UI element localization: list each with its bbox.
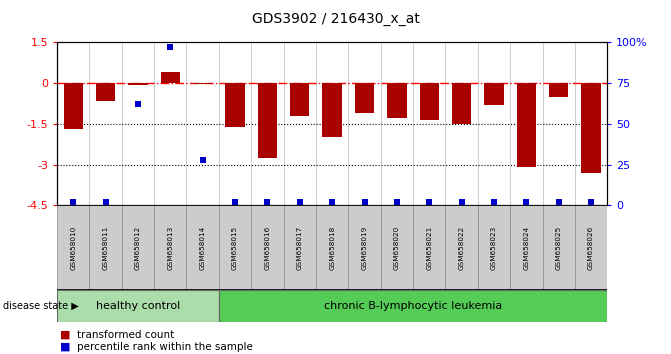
Text: percentile rank within the sample: percentile rank within the sample (77, 342, 253, 352)
Text: GSM658013: GSM658013 (167, 226, 173, 270)
FancyBboxPatch shape (89, 205, 121, 290)
Point (327, 199, 338, 205)
Bar (549, 83, 568, 97)
Text: GSM658014: GSM658014 (200, 226, 206, 270)
Text: GSM658010: GSM658010 (70, 226, 76, 270)
Bar (96, 83, 115, 101)
FancyBboxPatch shape (219, 290, 607, 322)
Bar (160, 72, 180, 83)
FancyBboxPatch shape (219, 205, 251, 290)
Text: GSM658012: GSM658012 (135, 226, 141, 270)
FancyBboxPatch shape (284, 205, 316, 290)
Point (586, 199, 597, 205)
Text: GSM658020: GSM658020 (394, 226, 400, 270)
Bar (452, 83, 471, 124)
Point (295, 199, 305, 205)
Text: GDS3902 / 216430_x_at: GDS3902 / 216430_x_at (252, 12, 419, 27)
Point (424, 199, 435, 205)
FancyBboxPatch shape (478, 205, 510, 290)
Point (165, 45, 176, 50)
Text: GSM658016: GSM658016 (264, 226, 270, 270)
Point (456, 199, 467, 205)
FancyBboxPatch shape (187, 205, 219, 290)
Text: GSM658018: GSM658018 (329, 226, 335, 270)
Bar (193, 83, 213, 84)
Text: healthy control: healthy control (96, 301, 180, 311)
Bar (517, 83, 536, 167)
FancyBboxPatch shape (543, 205, 575, 290)
Point (391, 199, 402, 205)
Bar (355, 83, 374, 113)
Text: transformed count: transformed count (77, 330, 174, 339)
Point (521, 199, 531, 205)
FancyBboxPatch shape (57, 290, 219, 322)
Point (488, 199, 499, 205)
Bar (128, 83, 148, 85)
FancyBboxPatch shape (121, 205, 154, 290)
Bar (581, 83, 601, 173)
Text: ■: ■ (60, 330, 71, 339)
Text: disease state ▶: disease state ▶ (3, 301, 79, 311)
Bar (323, 83, 342, 137)
FancyBboxPatch shape (154, 205, 187, 290)
Point (554, 199, 564, 205)
Text: ■: ■ (60, 342, 71, 352)
FancyBboxPatch shape (348, 205, 380, 290)
Text: GSM658019: GSM658019 (362, 226, 368, 270)
FancyBboxPatch shape (413, 205, 446, 290)
Text: GSM658024: GSM658024 (523, 226, 529, 270)
Bar (258, 83, 277, 158)
Text: GSM658011: GSM658011 (103, 226, 109, 270)
Point (197, 157, 208, 162)
Point (229, 199, 240, 205)
FancyBboxPatch shape (380, 205, 413, 290)
Text: GSM658023: GSM658023 (491, 226, 497, 270)
Point (262, 199, 273, 205)
Bar (290, 83, 309, 116)
Point (359, 199, 370, 205)
Text: GSM658017: GSM658017 (297, 226, 303, 270)
Point (133, 102, 144, 107)
Bar (419, 83, 439, 120)
Bar (64, 83, 83, 129)
FancyBboxPatch shape (446, 205, 478, 290)
Text: GSM658021: GSM658021 (426, 226, 432, 270)
FancyBboxPatch shape (57, 205, 89, 290)
Text: GSM658015: GSM658015 (232, 226, 238, 270)
Bar (484, 83, 504, 105)
Bar (225, 83, 245, 127)
Text: chronic B-lymphocytic leukemia: chronic B-lymphocytic leukemia (324, 301, 502, 311)
FancyBboxPatch shape (575, 205, 607, 290)
FancyBboxPatch shape (251, 205, 284, 290)
Bar (387, 83, 407, 119)
Point (68, 199, 79, 205)
Text: GSM658026: GSM658026 (588, 226, 594, 270)
FancyBboxPatch shape (316, 205, 348, 290)
FancyBboxPatch shape (510, 205, 543, 290)
Text: GSM658025: GSM658025 (556, 226, 562, 270)
Text: GSM658022: GSM658022 (458, 226, 464, 270)
Point (100, 199, 111, 205)
